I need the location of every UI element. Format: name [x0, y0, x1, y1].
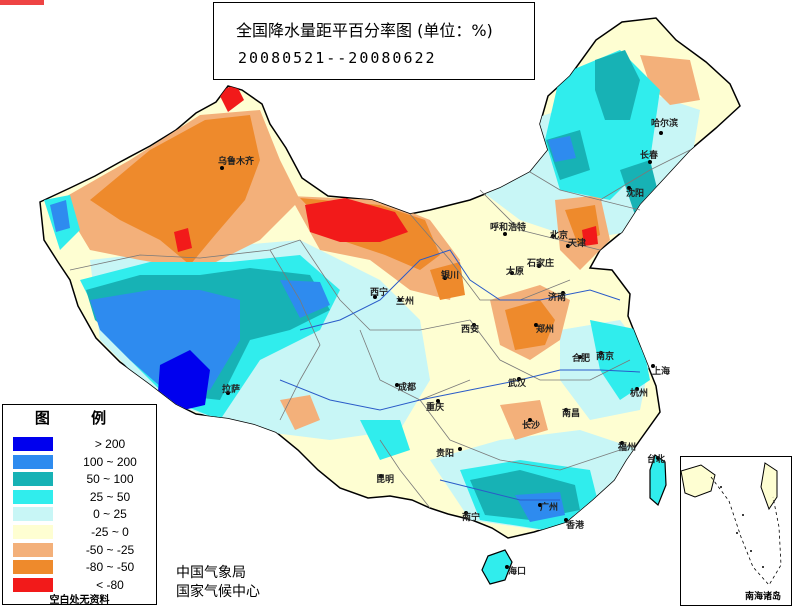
legend-swatch — [13, 507, 53, 522]
legend: 图 例 > 200 100 ~ 200 50 ~ 100 25 ~ 50 0 ~ 25 -… — [2, 404, 157, 606]
legend-range: -50 ~ -25 — [85, 542, 135, 557]
legend-swatch — [13, 560, 53, 575]
credits: 中国气象局 国家气候中心 — [176, 564, 260, 602]
city-label: 石家庄 — [527, 259, 555, 269]
region-minus80-to-minus50 — [430, 262, 465, 300]
region-25-to-50 — [360, 420, 410, 460]
city-label: 拉萨 — [222, 385, 241, 395]
inset-label: 南海诸岛 — [745, 592, 782, 602]
region-below-minus80 — [582, 226, 598, 246]
region-100-to-200 — [280, 280, 330, 318]
city-label: 贵阳 — [436, 449, 455, 459]
taiwan-island — [649, 454, 667, 507]
region-25-to-50 — [590, 320, 650, 400]
inset-map — [681, 462, 782, 586]
region-minus80-to-minus50 — [90, 115, 260, 265]
anomaly-regions — [44, 50, 700, 530]
legend-range: -80 ~ -50 — [85, 560, 135, 575]
city-label: 沈阳 — [626, 189, 645, 199]
region-below-minus80 — [218, 84, 244, 112]
legend-row: -25 ~ 0 — [11, 525, 156, 541]
city-label: 重庆 — [426, 403, 445, 413]
region-below-minus80 — [305, 198, 408, 242]
legend-row: -80 ~ -50 — [11, 560, 156, 576]
region-minus80-to-minus50 — [505, 300, 555, 350]
credit-cma: 中国气象局 — [176, 565, 246, 581]
region-50-to-100 — [595, 50, 640, 120]
city-label: 南昌 — [562, 409, 581, 419]
legend-swatch — [13, 577, 53, 592]
legend-range: > 200 — [94, 437, 126, 451]
south-china-sea-inset: 南海诸岛 — [680, 456, 792, 606]
legend-note: 空白处无资料 — [49, 595, 110, 606]
city-label: 上海 — [652, 367, 671, 377]
city-label: 长春 — [640, 151, 659, 161]
rivers — [279, 249, 641, 501]
city-label: 北京 — [550, 231, 569, 241]
city-label: 广州 — [540, 503, 559, 513]
city-label: 西宁 — [370, 288, 389, 298]
legend-title: 图 例 — [34, 409, 125, 427]
legend-range: -25 ~ 0 — [91, 525, 129, 539]
city-label: 昆明 — [376, 475, 395, 485]
legend-swatch — [13, 525, 53, 539]
legend-row: 0 ~ 25 — [11, 507, 156, 523]
region-below-minus80 — [174, 228, 192, 252]
city-label: 天津 — [568, 239, 587, 249]
credit-ncc: 国家气候中心 — [176, 584, 260, 600]
legend-row: 25 ~ 50 — [11, 489, 156, 506]
city-label: 银川 — [441, 271, 460, 281]
legend-swatch — [13, 542, 53, 557]
province-boundaries — [69, 149, 691, 509]
city-label: 西安 — [461, 325, 480, 335]
city-label: 成都 — [398, 383, 417, 393]
legend-range: 25 ~ 50 — [89, 489, 131, 504]
legend-range: 50 ~ 100 — [86, 472, 134, 487]
city-label: 杭州 — [630, 389, 649, 399]
legend-swatch — [13, 454, 53, 469]
legend-swatch — [13, 489, 53, 504]
legend-range: 100 ~ 200 — [83, 454, 137, 469]
region-above-200 — [158, 350, 210, 412]
city-label: 济南 — [548, 293, 567, 303]
region-100-to-200 — [50, 200, 70, 232]
city-markers — [220, 131, 663, 569]
legend-swatch — [13, 472, 53, 487]
city-label: 武汉 — [508, 379, 527, 389]
legend-row: 50 ~ 100 — [11, 472, 156, 488]
region-minus50-to-minus25 — [280, 395, 320, 430]
city-label: 哈尔滨 — [651, 119, 679, 129]
map-title: 全国降水量距平百分率图 (单位：%) — [236, 21, 493, 40]
city-label: 郑州 — [536, 325, 555, 335]
legend-row: < -80 — [11, 577, 156, 594]
region-100-to-200 — [548, 136, 576, 162]
city-label: 台北 — [647, 455, 666, 465]
legend-range: 0 ~ 25 — [93, 507, 127, 522]
city-label: 合肥 — [572, 354, 591, 364]
city-label: 兰州 — [396, 297, 415, 307]
city-label: 长沙 — [522, 421, 541, 431]
city-label: 香港 — [566, 521, 585, 531]
city-label: 呼和浩特 — [490, 223, 527, 233]
city-label: 太原 — [506, 267, 525, 277]
region-minus50-to-minus25 — [640, 55, 700, 105]
title-box: 全国降水量距平百分率图 (单位：%) 20080521--20080622 — [213, 2, 535, 80]
city-label: 海口 — [508, 567, 527, 577]
region-minus50-to-minus25 — [500, 400, 548, 440]
top-left-marker — [0, 0, 44, 5]
city-label: 南宁 — [462, 513, 481, 523]
legend-row: > 200 — [11, 437, 156, 453]
legend-row: 100 ~ 200 — [11, 454, 156, 471]
date-range: 20080521--20080622 — [238, 49, 437, 67]
legend-row: -50 ~ -25 — [11, 542, 156, 559]
hainan-island — [481, 549, 513, 585]
city-label: 乌鲁木齐 — [218, 157, 255, 167]
legend-swatch — [13, 437, 53, 451]
legend-range: < -80 — [96, 577, 124, 592]
city-label: 福州 — [618, 443, 637, 453]
city-label: 南京 — [596, 352, 615, 362]
